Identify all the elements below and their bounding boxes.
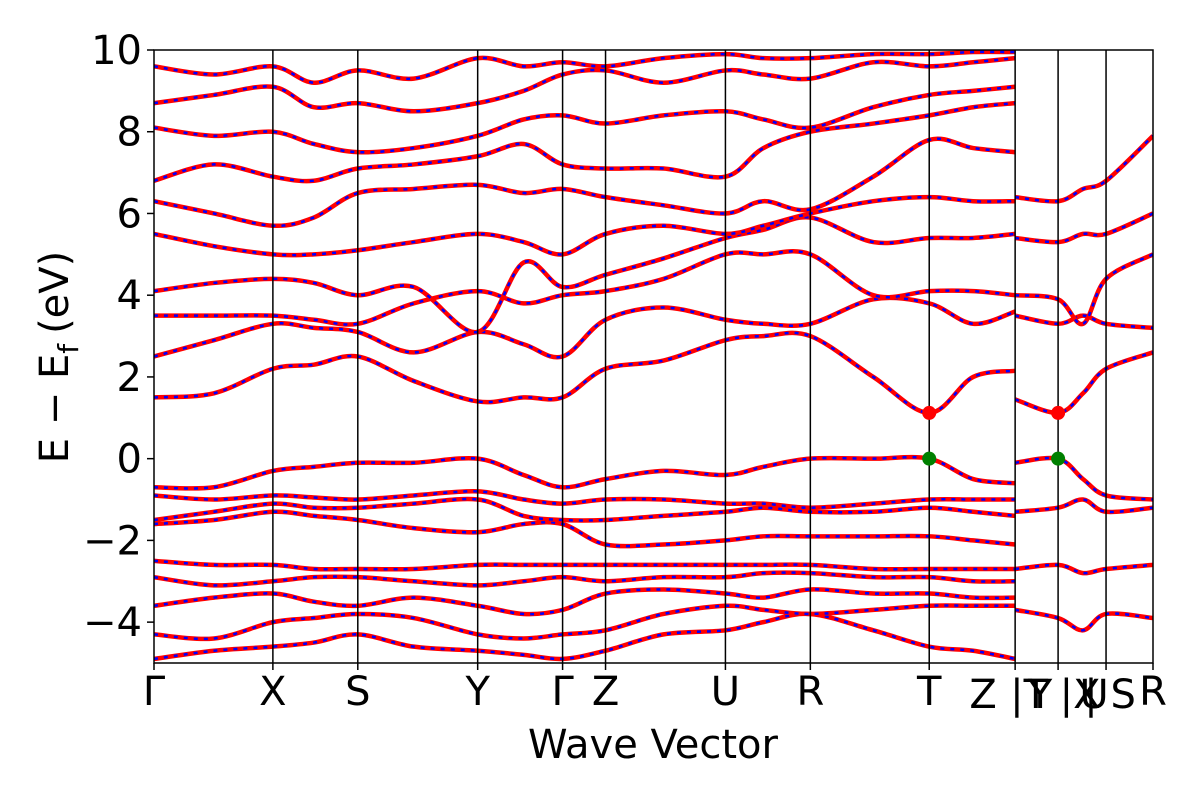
band-line-dashed-11: [154, 250, 1016, 326]
y-tick-label-6: 8: [117, 110, 142, 156]
band-line-dashed-10: [154, 296, 1016, 359]
y-tick-label-2: 0: [117, 437, 142, 483]
x-tick-label-2: S: [345, 669, 370, 715]
x-tick-label-extra-5: | S: [1084, 672, 1136, 718]
x-tick-label-extra-0: Z: [969, 672, 996, 718]
y-tick-label-5: 6: [117, 191, 142, 237]
band-line-dashed-27: [1015, 498, 1153, 514]
band-line-dashed-21: [1014, 314, 1153, 330]
band-line-dashed-4: [154, 559, 1016, 571]
band-line-17: [154, 55, 1016, 114]
vbm-marker-0: [922, 451, 937, 466]
band-line-7: [154, 489, 1016, 510]
band-line-dashed-12: [154, 216, 1016, 334]
y-axis-ticks: −4 −2 0 2 4 6 8 10: [83, 28, 154, 646]
bands-layer: [154, 50, 1153, 662]
band-line-dashed-9: [154, 331, 1016, 415]
band-line-dashed-14: [154, 137, 1016, 228]
band-line-dashed-15: [154, 101, 1016, 183]
cbm-marker-0: [922, 405, 937, 420]
y-tick-label-0: −4: [83, 600, 142, 646]
x-tick-label-8: T: [916, 669, 942, 715]
band-line-dashed-5: [154, 510, 1016, 548]
band-line-dashed-6: [154, 497, 1016, 522]
band-line-dashed-26: [1014, 608, 1153, 632]
band-line-dashed-25: [1015, 563, 1153, 575]
x-tick-label-6: U: [711, 669, 740, 715]
x-tick-label-0: Γ: [143, 669, 166, 715]
x-tick-label-extra-3: |X: [1060, 672, 1101, 718]
band-edge-markers: [922, 405, 1066, 466]
y-tick-label-7: 10: [91, 28, 142, 74]
y-axis-label-subscript: f: [52, 343, 85, 354]
x-tick-label-extra-4: U: [1079, 672, 1108, 718]
plot-frame: [153, 49, 1154, 664]
x-axis-label: Wave Vector: [528, 722, 779, 768]
x-tick-label-3: Y: [464, 669, 490, 715]
band-line-dashed-20: [1014, 456, 1153, 501]
band-line-dashed-16: [154, 85, 1016, 154]
band-line-dashed-13: [154, 195, 1016, 257]
x-tick-label-extra-1: |T: [1010, 672, 1048, 718]
kpoint-lines: [272, 50, 1107, 663]
x-tick-label-4: Γ: [551, 669, 574, 715]
x-tick-label-5: Z: [592, 669, 619, 715]
band-line-dashed-1: [154, 604, 1016, 641]
band-line-dashed-22: [1015, 253, 1153, 326]
band-line-dashed-0: [154, 612, 1016, 661]
y-axis-label: E − Ef (eV): [32, 251, 85, 464]
x-tick-label-1: X: [259, 669, 286, 715]
band-line-8: [154, 454, 1016, 491]
band-line-3: [154, 570, 1016, 588]
vbm-marker-1: [1051, 451, 1066, 466]
y-tick-label-1: −2: [83, 518, 142, 564]
band-line-dashed-2: [154, 588, 1016, 616]
y-axis-label-main: E − E: [32, 354, 78, 464]
band-line-dashed-19: [1014, 351, 1153, 415]
x-tick-label-extra-2: Y: [1027, 672, 1053, 718]
y-tick-label-4: 4: [117, 273, 142, 319]
x-tick-label-7: R: [796, 669, 824, 715]
x-tick-label-extra-6: R: [1139, 669, 1167, 715]
band-line-dashed-24: [1015, 134, 1153, 203]
band-line-dashed-23: [1015, 212, 1153, 244]
band-line-dashed-18: [154, 50, 1016, 84]
cbm-marker-1: [1051, 405, 1066, 420]
y-tick-label-3: 2: [117, 355, 142, 401]
y-axis-label-unit: (eV): [32, 251, 78, 334]
